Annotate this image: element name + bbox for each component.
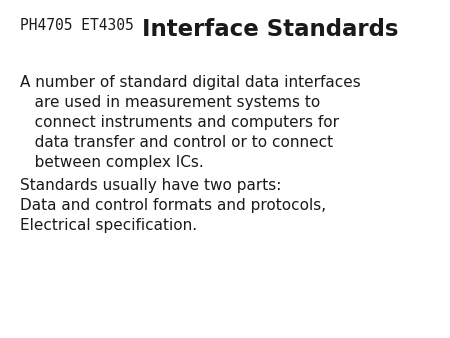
Text: are used in measurement systems to: are used in measurement systems to: [20, 95, 320, 110]
Text: Standards usually have two parts:: Standards usually have two parts:: [20, 178, 281, 193]
Text: between complex ICs.: between complex ICs.: [20, 155, 204, 170]
Text: Data and control formats and protocols,: Data and control formats and protocols,: [20, 198, 326, 213]
Text: Electrical specification.: Electrical specification.: [20, 218, 197, 233]
Text: A number of standard digital data interfaces: A number of standard digital data interf…: [20, 75, 361, 90]
Text: Interface Standards: Interface Standards: [143, 18, 399, 41]
Text: PH4705 ET4305: PH4705 ET4305: [20, 18, 143, 33]
Text: connect instruments and computers for: connect instruments and computers for: [20, 115, 339, 130]
Text: data transfer and control or to connect: data transfer and control or to connect: [20, 135, 333, 150]
